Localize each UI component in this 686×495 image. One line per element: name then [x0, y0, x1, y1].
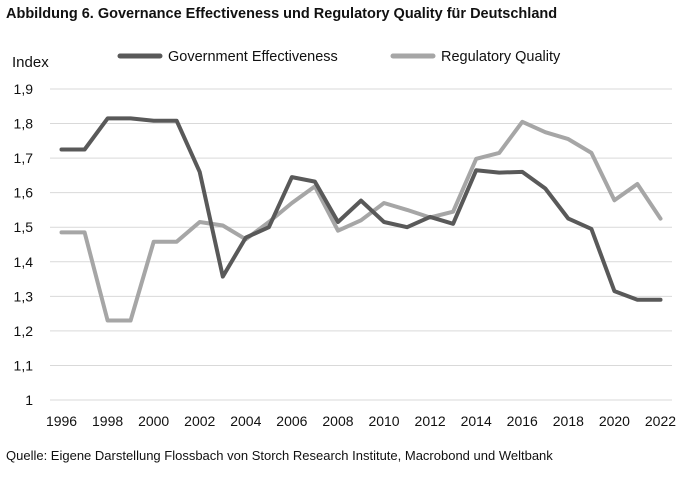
- legend-label: Regulatory Quality: [441, 49, 561, 65]
- series-line-regulatory-quality: [59, 119, 663, 323]
- x-tick-label: 2004: [230, 413, 261, 429]
- x-tick-label: 2014: [461, 413, 492, 429]
- y-tick-label: 1,9: [14, 81, 34, 97]
- x-tick-label: 1998: [92, 413, 123, 429]
- x-tick-label: 2000: [138, 413, 169, 429]
- x-tick-label: 2010: [368, 413, 399, 429]
- grid-lines: [50, 88, 672, 401]
- series-lines: [59, 116, 663, 323]
- y-axis-label: Index: [12, 54, 49, 71]
- x-tick-label: 2016: [507, 413, 538, 429]
- x-tick-label: 2022: [645, 413, 676, 429]
- x-tick-label: 2020: [599, 413, 630, 429]
- y-tick-label: 1,3: [14, 288, 34, 304]
- y-tick-label: 1,4: [14, 254, 34, 270]
- x-tick-label: 1996: [46, 413, 77, 429]
- y-tick-label: 1,1: [14, 357, 34, 373]
- y-tick-label: 1: [25, 392, 33, 408]
- x-axis-ticks: 1996 1998 2000 2002 2004 2006 2008 2010 2012 2014…: [46, 413, 676, 429]
- x-tick-label: 2012: [415, 413, 446, 429]
- legend: Government Effectiveness Regulatory Quali…: [117, 49, 561, 65]
- y-tick-label: 1,2: [14, 323, 34, 339]
- x-tick-label: 2006: [276, 413, 307, 429]
- x-tick-label: 2002: [184, 413, 215, 429]
- y-tick-label: 1,8: [14, 116, 34, 132]
- y-axis-ticks: 1 1,1 1,2 1,3 1,4 1,5 1,6 1,7 1,8 1,9: [14, 81, 34, 408]
- x-tick-label: 2008: [322, 413, 353, 429]
- y-tick-label: 1,6: [14, 185, 34, 201]
- y-tick-label: 1,7: [14, 150, 34, 166]
- legend-label: Government Effectiveness: [168, 49, 338, 65]
- chart-title: Abbildung 6. Governance Effectiveness un…: [6, 6, 558, 22]
- x-tick-label: 2018: [553, 413, 584, 429]
- y-tick-label: 1,5: [14, 219, 34, 235]
- source-note: Quelle: Eigene Darstellung Flossbach von…: [6, 448, 553, 463]
- series-line-government-effectiveness: [59, 116, 663, 302]
